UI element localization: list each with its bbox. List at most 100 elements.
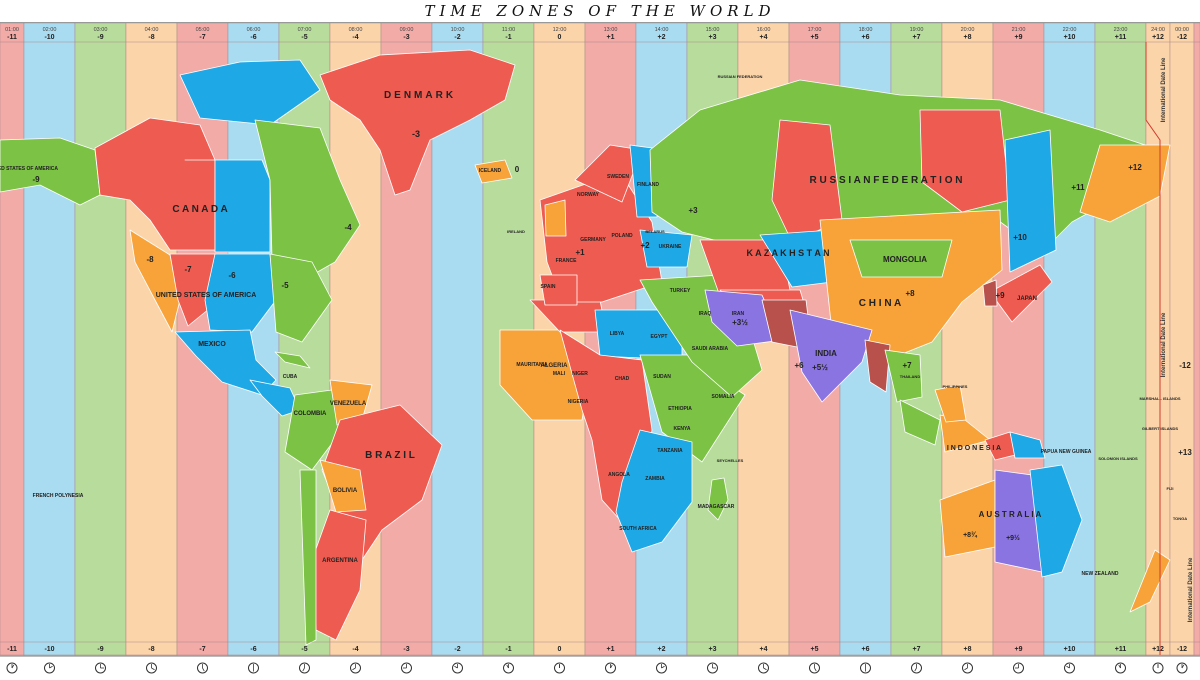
- map-label: MADAGASCAR: [698, 504, 735, 510]
- zone-time: 21:00: [1012, 27, 1026, 33]
- zone-stripe: [1193, 22, 1200, 656]
- map-label: BOLIVIA: [333, 488, 358, 494]
- clock-icon: [962, 662, 973, 674]
- region-southeast-asia: [884, 349, 923, 403]
- region-korea: [982, 279, 998, 307]
- clock-icon: [860, 662, 871, 674]
- map-label: MALI: [553, 371, 566, 377]
- clock-icon: [656, 662, 667, 674]
- region-cuba: [274, 351, 311, 369]
- map-label: +11: [1071, 183, 1085, 192]
- map-label: NEW ZEALAND: [1082, 571, 1119, 577]
- zone-offset: 0: [558, 34, 562, 41]
- region-canada-west: [94, 117, 216, 251]
- zone-offset: +9: [1015, 34, 1023, 41]
- map-label: NIGER: [572, 371, 588, 377]
- map-label: 0: [515, 165, 520, 174]
- clock-icon: [758, 662, 769, 674]
- map-label: TONGA: [1173, 516, 1187, 521]
- map-label: +3: [688, 206, 698, 215]
- region-russia-yakutsk: [919, 109, 1011, 213]
- international-date-line: International Date Line International Dat…: [1145, 42, 1194, 655]
- region-canada-arctic: [179, 59, 321, 126]
- map-label: IRAN: [732, 311, 745, 317]
- zone-time: 14:00: [655, 27, 669, 33]
- zone-time: 10:00: [451, 27, 465, 33]
- zone-offset: -1: [505, 34, 511, 41]
- map-label: CUBA: [283, 374, 298, 380]
- zone-offset-bottom: +8: [964, 646, 972, 653]
- map-label: ALGERIA: [541, 363, 569, 369]
- region-russia-vladivostok: [1004, 129, 1057, 273]
- map-labels: DENMARK -3 ICELAND 0 UNITED STATES OF AMERIC…: [0, 74, 1192, 577]
- map-label: -3: [412, 129, 420, 139]
- zone-offset: -12: [1177, 34, 1187, 41]
- zone-stripe: [1145, 22, 1171, 656]
- region-japan: [989, 264, 1053, 323]
- zone-offset-bottom: -2: [454, 646, 460, 653]
- zone-offset-bottom: +3: [709, 646, 717, 653]
- map-label: -5: [281, 281, 289, 290]
- zone-time: 17:00: [808, 27, 822, 33]
- date-line-label: International Date Line: [1161, 57, 1167, 122]
- region-indonesia-west: [899, 399, 941, 446]
- clock-icon: [299, 662, 310, 674]
- zone-time: 23:00: [1114, 27, 1128, 33]
- map-label: UNITED STATES OF AMERICA: [0, 166, 58, 172]
- header-zone-row: 01:00-1102:00-1003:00-904:00-805:00-706:…: [0, 27, 1200, 43]
- region-colombia: [284, 389, 343, 471]
- clock-icon: [554, 662, 565, 674]
- clock-icon: [197, 662, 208, 674]
- zone-offset: -9: [97, 34, 103, 41]
- map-label: PHILIPPINES: [943, 384, 968, 389]
- region-russia-kamchatka: [1079, 144, 1171, 223]
- map-label: UNITED STATES OF AMERICA: [156, 292, 257, 299]
- map-label: +6: [794, 361, 804, 370]
- zone-offset: -8: [148, 34, 154, 41]
- map-label: TANZANIA: [657, 448, 683, 454]
- region-bolivia: [319, 459, 367, 513]
- map-label: +8¾: [963, 531, 978, 539]
- zone-offset: +6: [862, 34, 870, 41]
- map-label: C A N A D A: [172, 204, 227, 215]
- zone-offset-bottom: +2: [658, 646, 666, 653]
- clock-icon: [1152, 662, 1164, 674]
- zone-offset: +5: [811, 34, 819, 41]
- zone-offset-bottom: +7: [913, 646, 921, 653]
- map-label: SAUDI ARABIA: [692, 346, 729, 352]
- map-label: +10: [1013, 233, 1027, 242]
- clock-icon: [911, 662, 922, 674]
- map-label: SOUTH AFRICA: [619, 526, 657, 532]
- zone-time: 03:00: [94, 27, 108, 33]
- zone-stripe: [74, 22, 127, 656]
- map-label: MONGOLIA: [883, 255, 927, 264]
- map-label: THAILAND: [900, 374, 921, 379]
- map-label: SWEDEN: [607, 174, 629, 180]
- zone-offset-bottom: -7: [199, 646, 205, 653]
- date-line-label: International Date Line: [1161, 312, 1167, 377]
- map-label: EGYPT: [651, 334, 668, 340]
- map-label: R U S S I A N F E D E R A T I O N: [810, 175, 963, 186]
- footer-zone-row: -11 -10 -9 -8 -7 -6 -5 -4 -3 -2 -1 0 +1 +2 +3 +4 +5 +6 +7 +…: [0, 641, 1200, 674]
- map-label: ETHIOPIA: [668, 406, 692, 412]
- zone-time: 06:00: [247, 27, 261, 33]
- zone-offset-bottom: +9: [1015, 646, 1023, 653]
- zone-offset: +2: [658, 34, 666, 41]
- clock-icon: [401, 662, 412, 674]
- region-chile: [299, 469, 317, 646]
- zone-stripe: [0, 22, 25, 656]
- clock-icon: [1176, 662, 1188, 674]
- map-label: ARGENTINA: [322, 558, 358, 564]
- zone-offset-bottom: -9: [97, 646, 103, 653]
- zone-stripe: [125, 22, 178, 656]
- map-label: I N D O N E S I A: [947, 445, 1001, 452]
- zone-offset: -5: [301, 34, 307, 41]
- zone-offset-bottom: +10: [1064, 646, 1076, 653]
- region-mongolia: [849, 239, 953, 278]
- map-label: LIBYA: [610, 331, 625, 337]
- map-label: K A Z A K H S T A N: [747, 248, 830, 258]
- zone-time: 04:00: [145, 27, 159, 33]
- map-label: +9: [995, 291, 1005, 300]
- zone-time: 09:00: [400, 27, 414, 33]
- region-india: [789, 309, 873, 403]
